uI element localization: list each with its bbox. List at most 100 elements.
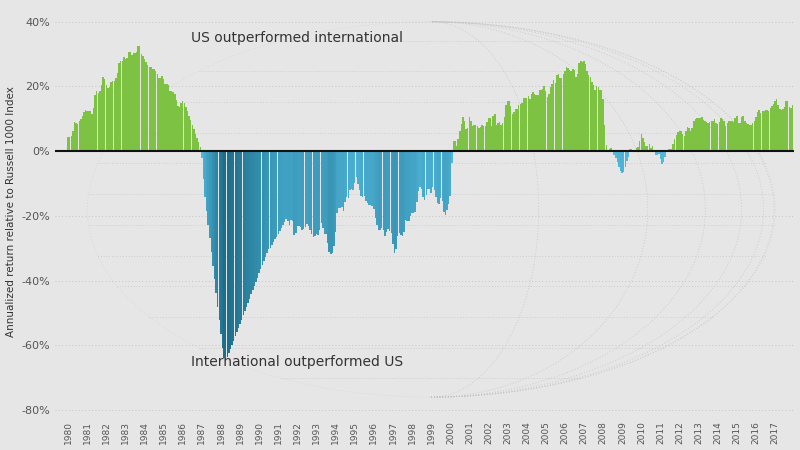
Bar	[596, 86, 598, 151]
Bar	[501, 125, 502, 151]
Bar	[519, 104, 521, 151]
Bar	[675, 135, 677, 151]
Bar	[750, 125, 752, 151]
Bar	[114, 81, 115, 151]
Bar	[109, 87, 110, 151]
Bar	[485, 126, 486, 151]
Bar	[292, 151, 294, 221]
Bar	[330, 151, 331, 253]
Bar	[368, 151, 370, 205]
Bar	[174, 94, 175, 151]
Bar	[543, 86, 545, 151]
Bar	[390, 151, 392, 233]
Bar	[762, 111, 763, 151]
Bar	[193, 129, 194, 151]
Bar	[126, 58, 128, 151]
Bar	[343, 151, 344, 211]
Bar	[402, 151, 403, 236]
Bar	[524, 98, 526, 151]
Bar	[709, 122, 710, 151]
Bar	[677, 132, 678, 151]
Bar	[165, 84, 166, 151]
Bar	[426, 151, 427, 195]
Bar	[570, 71, 572, 151]
Bar	[622, 151, 623, 173]
Bar	[702, 120, 704, 151]
Bar	[722, 119, 723, 151]
Bar	[770, 108, 771, 151]
Bar	[366, 151, 368, 203]
Bar	[302, 151, 303, 230]
Bar	[725, 126, 726, 151]
Bar	[540, 90, 542, 151]
Bar	[789, 107, 790, 151]
Bar	[188, 116, 190, 151]
Bar	[405, 151, 406, 220]
Bar	[311, 151, 313, 234]
Bar	[179, 107, 180, 151]
Y-axis label: Annualized return relative to Russell 1000 Index: Annualized return relative to Russell 10…	[6, 86, 15, 337]
Bar	[626, 151, 628, 161]
Bar	[271, 151, 273, 245]
Bar	[435, 151, 437, 197]
Bar	[720, 118, 722, 151]
Bar	[247, 151, 249, 303]
Bar	[74, 122, 75, 151]
Bar	[561, 78, 562, 151]
Bar	[406, 151, 408, 221]
Bar	[504, 117, 505, 151]
Bar	[290, 151, 292, 220]
Bar	[117, 72, 118, 151]
Bar	[599, 90, 601, 151]
Bar	[363, 151, 365, 196]
Bar	[567, 68, 569, 151]
Bar	[530, 94, 532, 151]
Bar	[365, 151, 366, 201]
Bar	[559, 78, 561, 151]
Bar	[636, 148, 638, 151]
Bar	[562, 74, 564, 151]
Bar	[741, 117, 742, 151]
Bar	[141, 54, 142, 151]
Bar	[680, 131, 682, 151]
Bar	[717, 124, 718, 151]
Bar	[120, 61, 122, 151]
Bar	[642, 138, 644, 151]
Bar	[467, 128, 469, 151]
Bar	[529, 99, 530, 151]
Bar	[276, 151, 278, 237]
Bar	[574, 70, 575, 151]
Bar	[305, 151, 306, 227]
Bar	[191, 125, 193, 151]
Bar	[734, 118, 736, 151]
Bar	[149, 67, 150, 151]
Bar	[349, 151, 350, 190]
Bar	[69, 137, 70, 151]
Bar	[446, 151, 448, 210]
Bar	[451, 151, 453, 163]
Bar	[142, 56, 144, 151]
Bar	[456, 146, 458, 151]
Bar	[768, 111, 770, 151]
Bar	[85, 110, 86, 151]
Bar	[228, 151, 230, 353]
Bar	[241, 151, 242, 320]
Bar	[244, 151, 246, 311]
Bar	[747, 123, 749, 151]
Bar	[448, 151, 450, 204]
Bar	[526, 98, 527, 151]
Bar	[231, 151, 233, 345]
Bar	[674, 139, 675, 151]
Bar	[354, 151, 355, 183]
Bar	[742, 116, 744, 151]
Bar	[499, 122, 500, 151]
Bar	[607, 150, 609, 151]
Bar	[163, 79, 164, 151]
Bar	[166, 84, 167, 151]
Bar	[374, 151, 376, 218]
Bar	[521, 104, 522, 151]
Bar	[480, 127, 482, 151]
Bar	[284, 151, 286, 222]
Bar	[634, 151, 636, 152]
Bar	[186, 112, 188, 151]
